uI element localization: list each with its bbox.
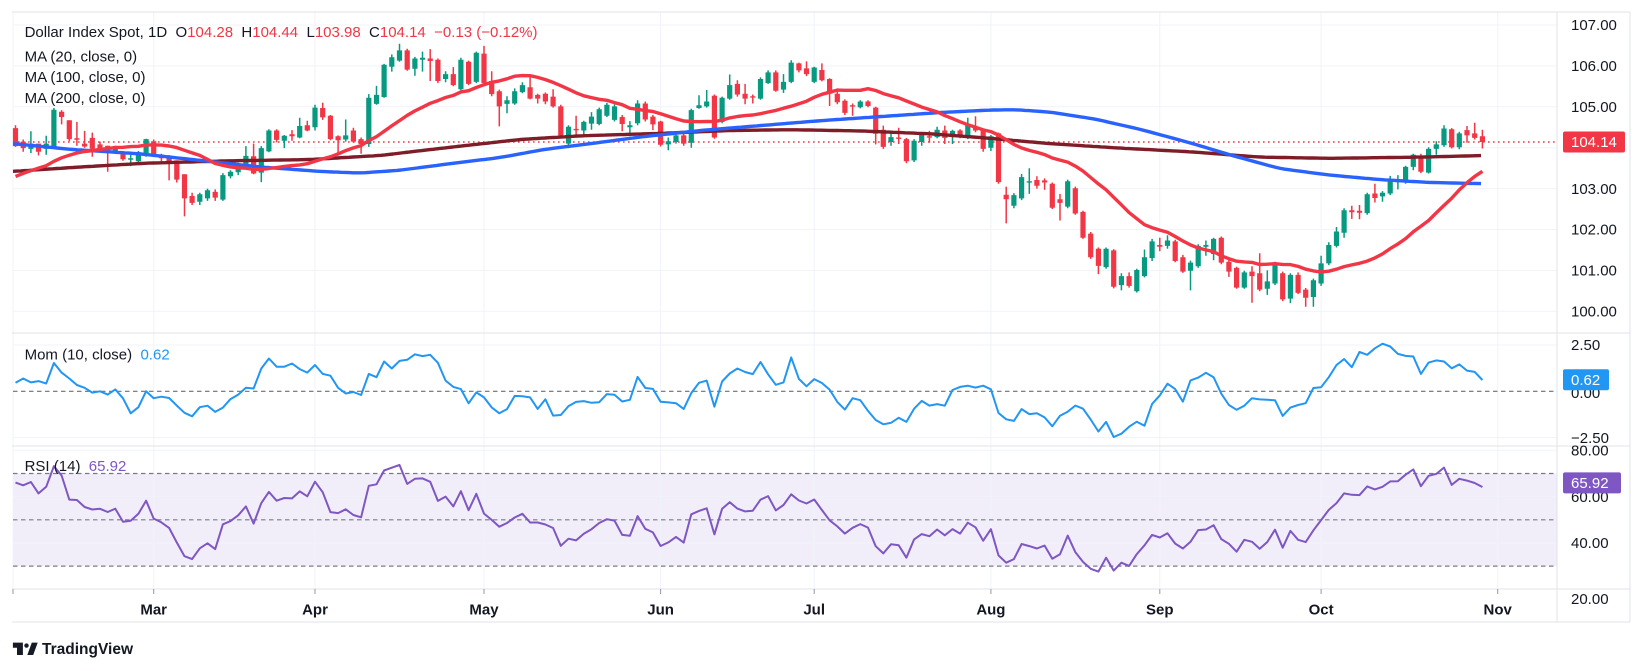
svg-text:Apr: Apr bbox=[302, 602, 328, 619]
svg-text:Jul: Jul bbox=[803, 602, 825, 619]
svg-text:2.50: 2.50 bbox=[1571, 337, 1600, 354]
svg-text:65.92: 65.92 bbox=[1571, 475, 1609, 492]
svg-text:Aug: Aug bbox=[976, 602, 1005, 619]
svg-text:MA (100, close, 0): MA (100, close, 0) bbox=[25, 69, 146, 86]
svg-text:Jun: Jun bbox=[647, 602, 674, 619]
svg-text:RSI (14) 65.92: RSI (14) 65.92 bbox=[25, 458, 127, 475]
svg-text:101.00: 101.00 bbox=[1571, 263, 1617, 280]
svg-text:40.00: 40.00 bbox=[1571, 535, 1609, 552]
svg-text:−2.50: −2.50 bbox=[1571, 430, 1609, 447]
svg-text:TradingView: TradingView bbox=[42, 641, 134, 658]
svg-text:106.00: 106.00 bbox=[1571, 58, 1617, 75]
svg-text:104.14: 104.14 bbox=[1571, 134, 1617, 151]
svg-text:Mar: Mar bbox=[140, 602, 167, 619]
svg-text:20.00: 20.00 bbox=[1571, 591, 1609, 608]
svg-text:Nov: Nov bbox=[1484, 602, 1513, 619]
svg-text:Sep: Sep bbox=[1146, 602, 1174, 619]
svg-text:80.00: 80.00 bbox=[1571, 443, 1609, 460]
svg-text:105.00: 105.00 bbox=[1571, 99, 1617, 116]
svg-text:0.62: 0.62 bbox=[1571, 372, 1600, 389]
svg-text:MA (20, close, 0): MA (20, close, 0) bbox=[25, 48, 138, 65]
svg-text:103.00: 103.00 bbox=[1571, 181, 1617, 198]
svg-text:Mom (10, close) 0.62: Mom (10, close) 0.62 bbox=[25, 347, 170, 364]
svg-text:MA (200, close, 0): MA (200, close, 0) bbox=[25, 90, 146, 107]
svg-text:100.00: 100.00 bbox=[1571, 304, 1617, 321]
svg-text:Dollar Index Spot, 1D O104.28: Dollar Index Spot, 1D O104.28 H104.44 L1… bbox=[25, 24, 538, 41]
svg-text:102.00: 102.00 bbox=[1571, 222, 1617, 239]
svg-text:Oct: Oct bbox=[1309, 602, 1334, 619]
svg-text:107.00: 107.00 bbox=[1571, 17, 1617, 34]
svg-text:May: May bbox=[469, 602, 499, 619]
